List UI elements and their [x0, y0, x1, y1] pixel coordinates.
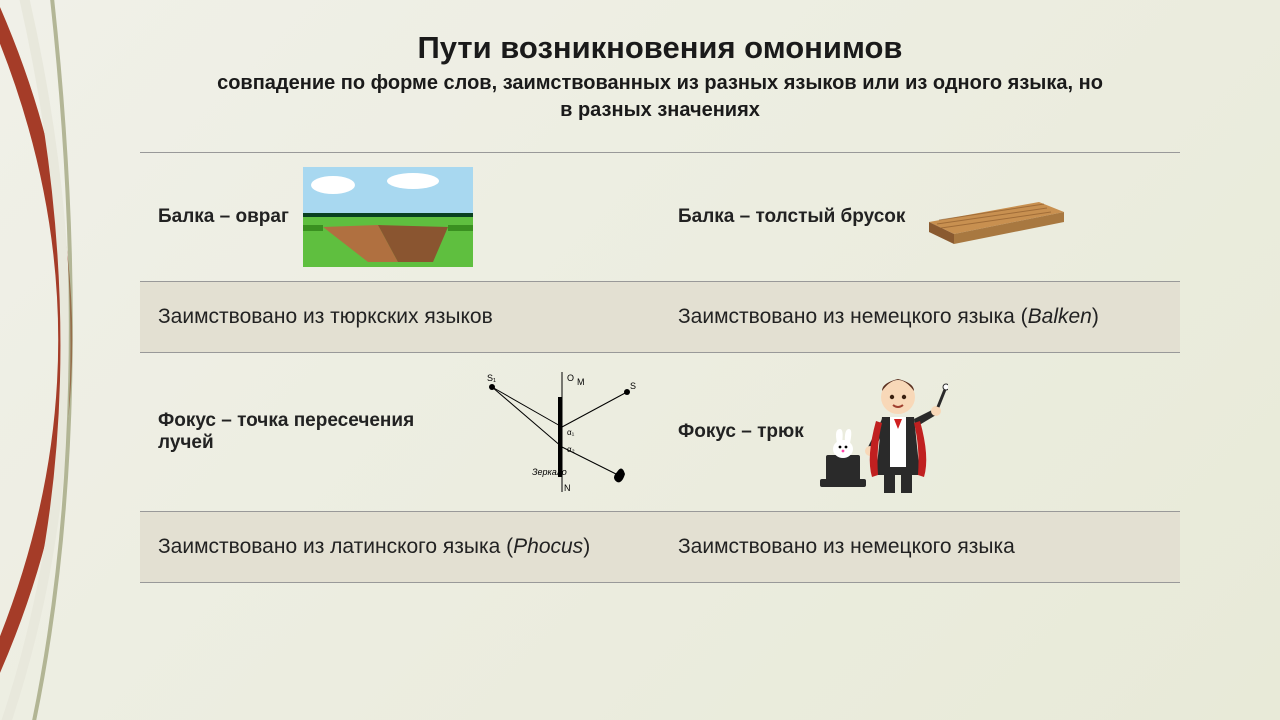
- label: Фокус – точка пересечения лучей: [158, 410, 468, 454]
- label: Балка – толстый брусок: [678, 206, 905, 228]
- origin-text: Заимствовано из латинского языка (Phocus…: [158, 535, 590, 559]
- cell-origin-german-balken: Заимствовано из немецкого языка (Balken): [660, 282, 1180, 352]
- slide-subtitle: совпадение по форме слов, заимствованных…: [210, 70, 1110, 124]
- cell-origin-latin: Заимствовано из латинского языка (Phocus…: [140, 512, 660, 582]
- svg-text:α₂: α₂: [567, 445, 575, 454]
- svg-text:O: O: [567, 373, 574, 383]
- label: Фокус – трюк: [678, 421, 804, 443]
- homonyms-table: Балка – овраг Балка –: [140, 152, 1180, 583]
- cell-focus-optics: Фокус – точка пересечения лучей S₁ O M: [140, 353, 660, 511]
- svg-text:Зеркало: Зеркало: [532, 467, 567, 477]
- slide-title: Пути возникновения омонимов: [100, 30, 1220, 66]
- table-row: Балка – овраг Балка –: [140, 153, 1180, 282]
- cell-focus-trick: Фокус – трюк: [660, 353, 1180, 511]
- table-row: Заимствовано из тюркских языков Заимство…: [140, 282, 1180, 353]
- cell-balka-beam: Балка – толстый брусок: [660, 153, 1180, 281]
- origin-text: Заимствовано из немецкого языка: [678, 535, 1015, 559]
- cell-origin-turkic: Заимствовано из тюркских языков: [140, 282, 660, 352]
- origin-text: Заимствовано из немецкого языка (Balken): [678, 305, 1099, 329]
- svg-text:S₁: S₁: [487, 373, 496, 383]
- svg-text:S: S: [630, 381, 636, 391]
- cell-balka-ravine: Балка – овраг: [140, 153, 660, 281]
- cell-origin-german: Заимствовано из немецкого языка: [660, 512, 1180, 582]
- magician-illustration: [818, 367, 948, 497]
- svg-text:α₁: α₁: [567, 428, 575, 437]
- ravine-illustration: [303, 167, 473, 267]
- svg-text:N: N: [564, 483, 571, 493]
- beam-illustration: [919, 182, 1069, 252]
- label: Балка – овраг: [158, 206, 289, 228]
- svg-text:M: M: [577, 377, 585, 387]
- optics-diagram: S₁ O M S α₁ α₂ Зеркало N: [482, 367, 642, 497]
- table-row: Фокус – точка пересечения лучей S₁ O M: [140, 353, 1180, 512]
- table-row: Заимствовано из латинского языка (Phocus…: [140, 512, 1180, 583]
- origin-text: Заимствовано из тюркских языков: [158, 305, 493, 329]
